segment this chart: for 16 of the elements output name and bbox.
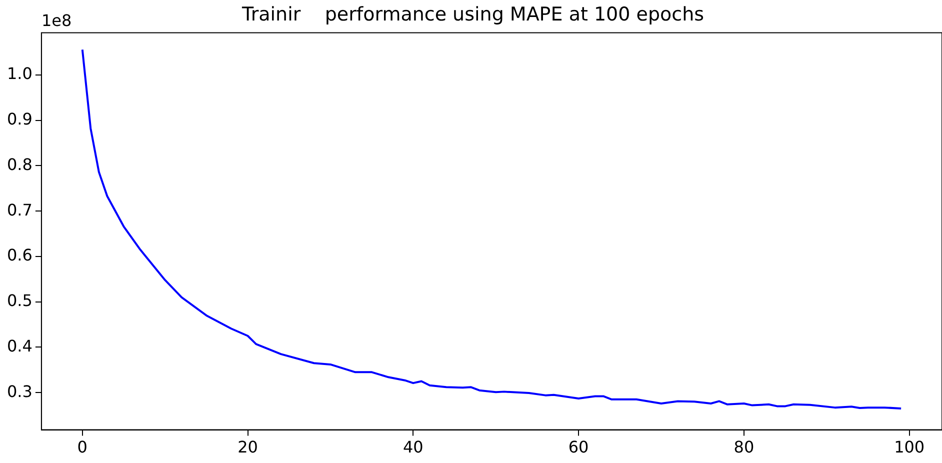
y-tick-label: 0.4 (6, 336, 32, 356)
y-tick-label: 0.7 (6, 200, 32, 220)
x-tick-label: 20 (238, 438, 258, 457)
y-tick-label: 1.0 (6, 64, 32, 84)
y-tick-label: 0.5 (6, 291, 32, 310)
y-tick-label: 0.8 (6, 154, 32, 174)
y-tick-label: 0.6 (6, 246, 32, 265)
text: 1e8 (41, 10, 72, 30)
chart-title: Trainir performance using MAPE at 100 epochs (240, 3, 704, 26)
x-tick-label: 100 (894, 438, 925, 457)
x-tick-label: 60 (568, 438, 589, 457)
y-tick-label: 0.9 (6, 110, 32, 129)
x-tick-label: 80 (734, 438, 754, 457)
x-tick-label: 0 (77, 438, 88, 457)
x-tick-label: 40 (402, 438, 424, 457)
y-tick-label: 0.3 (6, 382, 32, 401)
